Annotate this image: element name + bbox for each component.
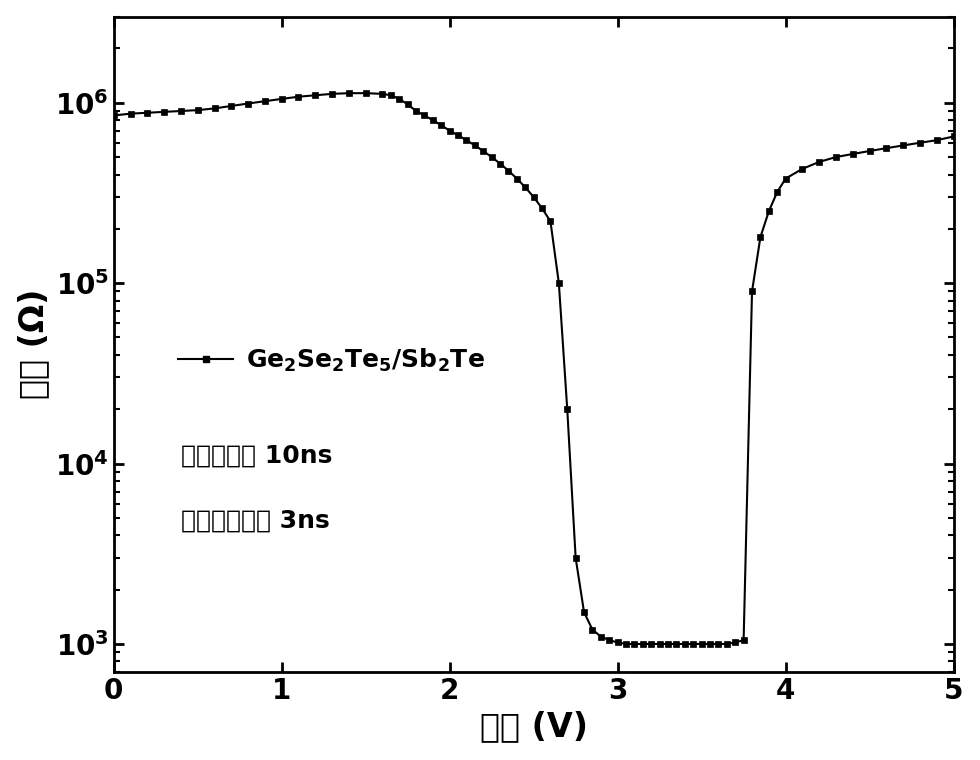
Text: 脉冲下降沿： 3ns: 脉冲下降沿： 3ns xyxy=(181,508,329,533)
Legend: $\mathbf{Ge_2Se_2Te_5/Sb_2Te}$: $\mathbf{Ge_2Se_2Te_5/Sb_2Te}$ xyxy=(169,337,495,385)
X-axis label: 电压 (V): 电压 (V) xyxy=(479,711,588,743)
Y-axis label: 电阱 (Ω): 电阱 (Ω) xyxy=(17,289,50,400)
Text: 脉冲宽度： 10ns: 脉冲宽度： 10ns xyxy=(181,443,332,467)
